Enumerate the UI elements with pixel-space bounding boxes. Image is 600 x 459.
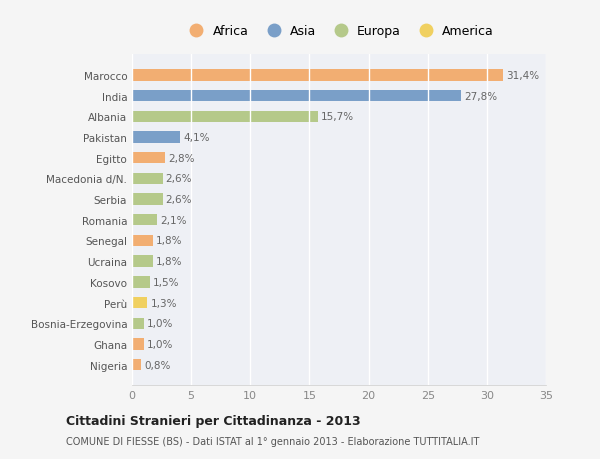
Bar [132,359,142,370]
Text: 1,8%: 1,8% [156,236,183,246]
Bar [132,277,150,288]
Bar [132,339,144,350]
Text: 1,5%: 1,5% [152,277,179,287]
Bar [132,318,144,329]
Bar [132,70,503,81]
Bar [132,91,461,102]
Text: 2,6%: 2,6% [166,174,192,184]
Text: COMUNE DI FIESSE (BS) - Dati ISTAT al 1° gennaio 2013 - Elaborazione TUTTITALIA.: COMUNE DI FIESSE (BS) - Dati ISTAT al 1°… [66,437,479,446]
Text: 15,7%: 15,7% [320,112,354,122]
Text: 1,0%: 1,0% [147,339,173,349]
Bar [132,112,318,123]
Bar [132,215,157,226]
Text: 0,8%: 0,8% [145,360,171,370]
Bar [132,174,163,185]
Text: 27,8%: 27,8% [464,91,497,101]
Bar [132,297,148,308]
Text: 2,1%: 2,1% [160,215,186,225]
Text: Cittadini Stranieri per Cittadinanza - 2013: Cittadini Stranieri per Cittadinanza - 2… [66,414,361,428]
Bar [132,194,163,205]
Text: 1,8%: 1,8% [156,257,183,267]
Text: 1,0%: 1,0% [147,319,173,329]
Text: 4,1%: 4,1% [184,133,210,143]
Bar [132,256,153,267]
Legend: Africa, Asia, Europa, America: Africa, Asia, Europa, America [180,22,498,42]
Bar [132,235,153,246]
Bar [132,132,181,143]
Text: 1,3%: 1,3% [151,298,177,308]
Bar [132,153,165,164]
Text: 2,6%: 2,6% [166,195,192,205]
Text: 2,8%: 2,8% [168,153,194,163]
Text: 31,4%: 31,4% [506,71,539,81]
